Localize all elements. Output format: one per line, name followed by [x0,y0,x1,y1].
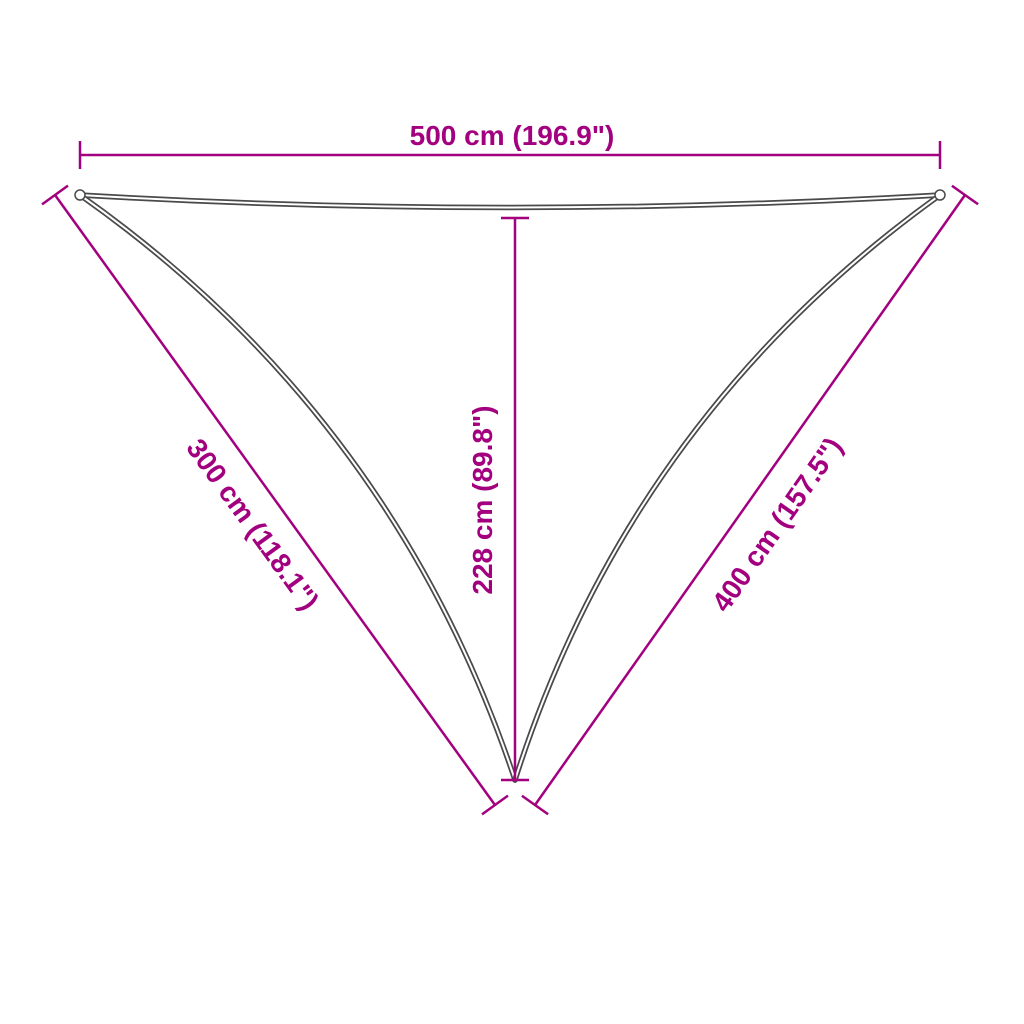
dimension-left-label: 300 cm (118.1") [180,433,325,616]
corner-ring-left [75,190,85,200]
corner-ring-right [935,190,945,200]
dimension-height: 228 cm (89.8") [467,218,529,780]
dimension-left: 300 cm (118.1") [42,186,508,815]
dimension-right: 400 cm (157.5") [522,186,978,814]
dimension-height-label: 228 cm (89.8") [467,405,498,594]
dimension-top: 500 cm (196.9") [80,120,940,169]
dimension-top-label: 500 cm (196.9") [410,120,615,151]
